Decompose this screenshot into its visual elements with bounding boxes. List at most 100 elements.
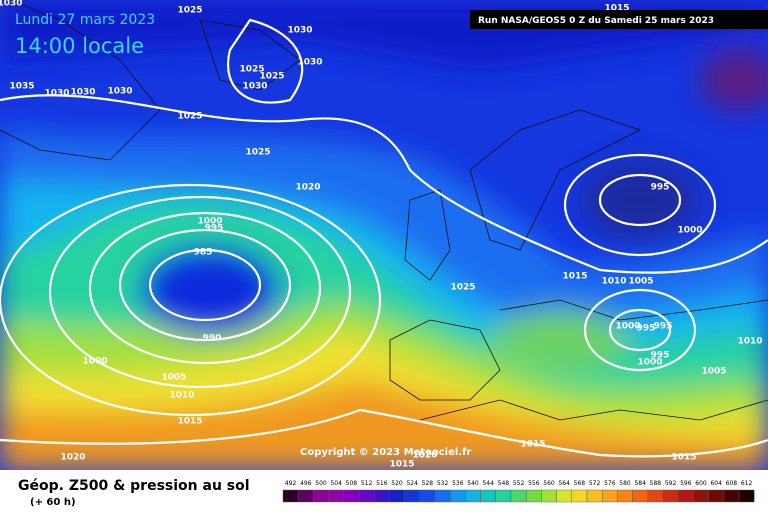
- scale-swatch: [374, 489, 390, 503]
- scale-label: 508: [346, 480, 358, 487]
- scale-label: 608: [726, 480, 738, 487]
- isobar-label: 1030: [70, 88, 95, 98]
- scale-label: 572: [589, 480, 601, 487]
- scale-label: 564: [558, 480, 570, 487]
- scale-label: 584: [634, 480, 646, 487]
- scale-label: 532: [437, 480, 449, 487]
- scale-label: 536: [452, 480, 464, 487]
- scale-swatch: [708, 489, 724, 503]
- scale-swatch: [571, 489, 588, 503]
- isobar-label: 1005: [628, 277, 653, 287]
- isobar-label: 1015: [389, 460, 414, 470]
- scale-label: 600: [695, 480, 707, 487]
- isobar-label: 1000: [637, 358, 662, 368]
- scale-label: 596: [680, 480, 692, 487]
- isobar-label: 1035: [9, 82, 34, 92]
- isobar-label: 1000: [82, 357, 107, 367]
- scale-swatch: [404, 489, 421, 503]
- isobar-label: 1010: [601, 277, 626, 287]
- isobar-label: 995: [654, 322, 673, 332]
- scale-swatch: [662, 489, 679, 503]
- scale-label: 540: [467, 480, 479, 487]
- isobar-label: 985: [194, 248, 213, 258]
- scale-swatch: [358, 489, 375, 503]
- scale-swatch: [586, 489, 603, 503]
- scale-label: 588: [650, 480, 662, 487]
- isobar-label: 1000: [197, 217, 222, 227]
- isobar-label: 1015: [562, 272, 587, 282]
- scale-swatch: [465, 489, 481, 503]
- isobar-label: 1015: [604, 4, 629, 14]
- scale-swatch: [328, 489, 345, 503]
- scale-swatch: [556, 489, 572, 503]
- isobar-label: 1015: [520, 440, 545, 450]
- footer-subtitle: (+ 60 h): [30, 497, 76, 508]
- isobar-label: 1005: [701, 367, 726, 377]
- isobar-label: 1010: [737, 337, 762, 347]
- scale-swatch: [298, 489, 314, 503]
- scale-label: 520: [391, 480, 403, 487]
- isobar-label: 1030: [287, 26, 312, 36]
- isobar-label: 1025: [259, 72, 284, 82]
- isobar-label: 995: [651, 183, 670, 193]
- isobar-label: 1010: [169, 391, 194, 401]
- scale-swatch: [678, 489, 694, 503]
- scale-label: 504: [330, 480, 342, 487]
- isobar-label: 1020: [412, 451, 437, 461]
- date: Lundi 27 mars 2023: [15, 12, 155, 28]
- isobar-label: 1005: [161, 373, 186, 383]
- scale-label: 496: [300, 480, 312, 487]
- isobar-label: 995: [205, 224, 224, 234]
- isobar-label: 995: [651, 351, 670, 361]
- scale-swatch: [510, 489, 527, 503]
- scale-swatch: [389, 489, 405, 503]
- scale-swatch: [495, 489, 512, 503]
- time: 14:00 locale: [15, 34, 144, 58]
- isobar-label: 1020: [295, 183, 320, 193]
- scale-label: 500: [315, 480, 327, 487]
- scale-swatch: [693, 489, 709, 503]
- isobar-label: 1025: [450, 283, 475, 293]
- isobar-label: 1030: [107, 87, 132, 97]
- scale-label: 612: [741, 480, 753, 487]
- scale-label: 492: [285, 480, 297, 487]
- scale-label: 552: [513, 480, 525, 487]
- scale-label: 576: [604, 480, 616, 487]
- scale-swatch: [450, 489, 466, 503]
- color-scale: 492 496 500 504 508 512 516 520 524 528 532 536 540 5…: [282, 480, 755, 503]
- scale-label: 516: [376, 480, 388, 487]
- isobar-label: 1025: [177, 6, 202, 16]
- scale-swatch: [647, 489, 664, 503]
- isobar-label: 1030: [242, 82, 267, 92]
- coastlines: [0, 0, 768, 421]
- isobars: [0, 18, 768, 458]
- isobar-label: 1025: [245, 148, 270, 158]
- scale-label: 568: [574, 480, 586, 487]
- scale-swatch: [602, 489, 618, 503]
- scale-swatch: [526, 489, 542, 503]
- isobar-label: 1025: [239, 65, 264, 75]
- scale-swatch: [313, 489, 329, 503]
- isobar-label: 1025: [177, 112, 202, 122]
- scale-swatch: [738, 489, 755, 503]
- isobar-label: 1030: [44, 89, 69, 99]
- scale-label: 604: [710, 480, 722, 487]
- isobar-label: 1020: [60, 453, 85, 463]
- copyright: Copyright © 2023 Meteociel.fr: [300, 447, 471, 458]
- scale-label: 548: [498, 480, 510, 487]
- isobar-label: 1015: [177, 417, 202, 427]
- run: Run NASA/GEOS5 0 Z du Samedi 25 mars 202…: [478, 16, 714, 26]
- scale-label: 580: [619, 480, 631, 487]
- isobar-label: 995: [637, 324, 656, 334]
- scale-label: 592: [665, 480, 677, 487]
- scale-label: 544: [482, 480, 494, 487]
- scale-swatch: [632, 489, 648, 503]
- scale-swatch: [541, 489, 557, 503]
- scale-swatch: [282, 489, 299, 503]
- scale-label: 560: [543, 480, 555, 487]
- isobar-label: 1030: [0, 0, 23, 9]
- isobar-label: 1000: [615, 322, 640, 332]
